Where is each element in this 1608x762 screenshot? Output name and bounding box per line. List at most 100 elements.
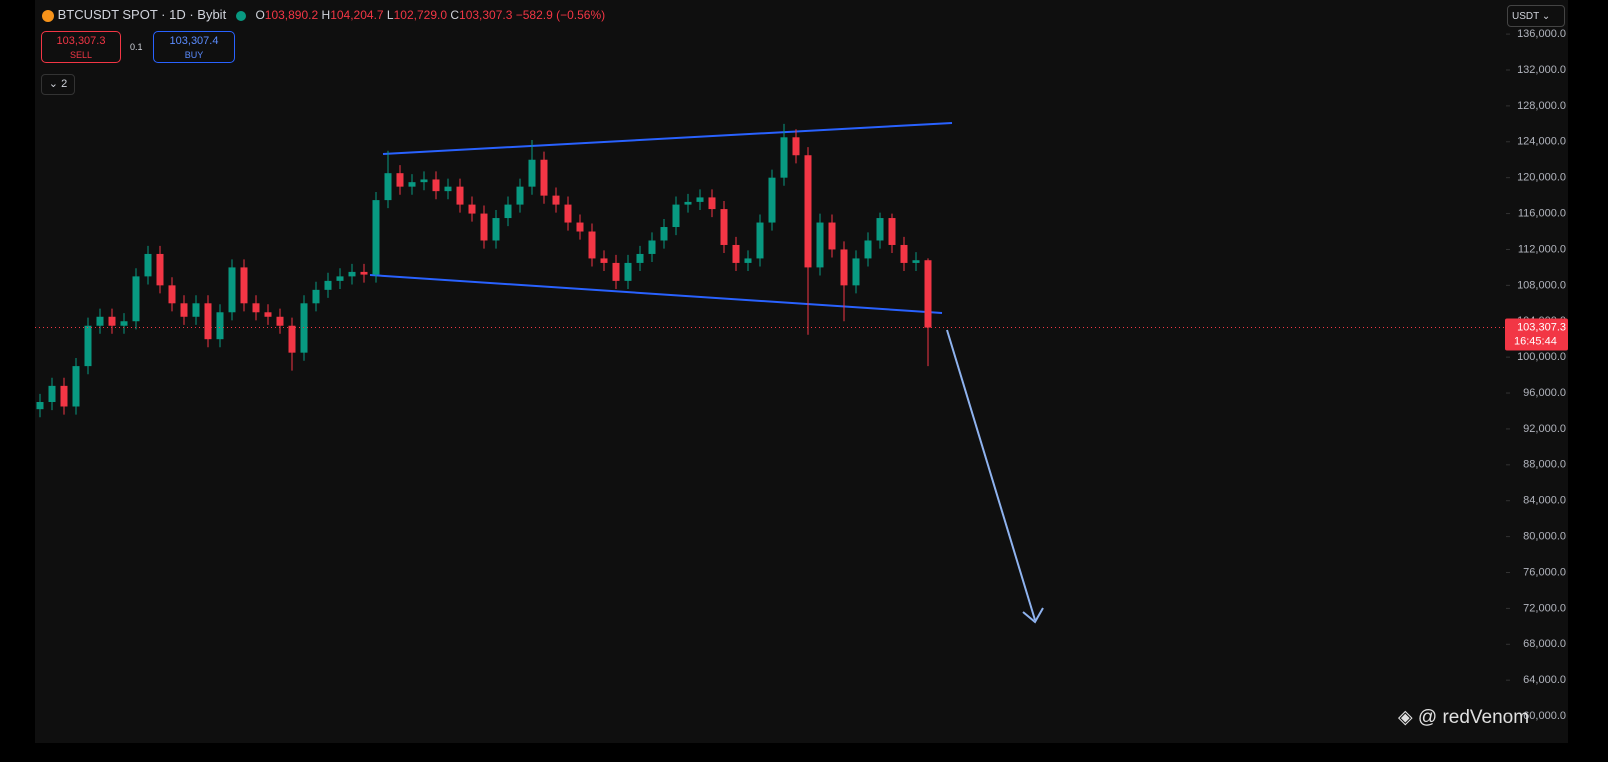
candle-body <box>288 325 296 353</box>
candle-body <box>456 186 464 205</box>
currency: USDT <box>1512 11 1540 22</box>
candle-body <box>720 209 728 245</box>
candle-body <box>876 218 884 241</box>
y-tick-label: 136,000.0 <box>1517 28 1566 40</box>
candle-body <box>696 197 704 202</box>
y-tick-label: 116,000.0 <box>1518 207 1566 219</box>
candle-body <box>120 321 128 326</box>
l-value: 102,729.0 <box>393 8 447 22</box>
candle-body <box>516 186 524 205</box>
indicators-count: 2 <box>61 78 68 90</box>
candle-body <box>612 262 620 281</box>
candle-body <box>372 200 380 275</box>
candle-body <box>660 227 668 241</box>
candle-body <box>36 402 44 410</box>
sell-price: 103,307.3 <box>56 35 106 47</box>
candle-body <box>900 244 908 263</box>
candle-body <box>216 312 224 340</box>
candle-body <box>324 280 332 290</box>
sell-label: SELL <box>69 50 93 60</box>
candle-body <box>468 204 476 214</box>
candle-body <box>132 276 140 322</box>
lower-trendline <box>369 274 943 314</box>
change: −582.9 (−0.56%) <box>515 8 606 22</box>
y-tick-label: 124,000.0 <box>1517 136 1566 148</box>
candle-body <box>312 289 320 304</box>
market-status <box>235 10 246 21</box>
candle-body <box>240 267 248 304</box>
candle-body <box>96 316 104 326</box>
candle-body <box>228 267 236 313</box>
candle-body <box>360 271 368 275</box>
countdown: 16:45:44 <box>1514 335 1557 347</box>
candle-body <box>780 137 788 178</box>
candle-body <box>396 173 404 187</box>
candle-body <box>648 240 656 254</box>
currency-select[interactable]: USDT ⌄ <box>1507 5 1565 27</box>
c-label: C <box>450 8 460 22</box>
buy-button[interactable]: 103,307.4 BUY <box>153 31 235 63</box>
y-tick-label: 80,000.0 <box>1523 531 1566 543</box>
h-value: 104,204.7 <box>330 8 384 22</box>
candle-body <box>624 262 632 281</box>
candle-body <box>828 222 836 250</box>
sell-button[interactable]: 103,307.3 SELL <box>41 31 121 63</box>
candle-body <box>912 260 920 263</box>
watermark-text: @ redVenom <box>1417 707 1530 728</box>
candle-body <box>852 258 860 286</box>
candle-body <box>864 240 872 259</box>
buy-label: BUY <box>184 50 204 60</box>
candle-body <box>504 204 512 219</box>
candle-body <box>180 303 188 317</box>
candle-body <box>48 385 56 403</box>
legend-row: BTCUSDT SPOT · 1D · Bybit O103,890.2 H10… <box>42 7 605 22</box>
buy-price: 103,307.4 <box>169 35 219 47</box>
y-tick-label: 92,000.0 <box>1523 423 1566 435</box>
y-tick-label: 128,000.0 <box>1517 100 1566 112</box>
candle-body <box>276 316 284 326</box>
candle-body <box>384 173 392 201</box>
y-tick-label: 76,000.0 <box>1523 566 1566 578</box>
candle-body <box>84 325 92 367</box>
candle-body <box>552 195 560 205</box>
candle-body <box>252 303 260 313</box>
candle-body <box>156 253 164 286</box>
y-tick-label: 88,000.0 <box>1523 459 1566 471</box>
o-label: O <box>255 8 265 22</box>
y-tick-label: 84,000.0 <box>1523 495 1566 507</box>
candle-body <box>264 312 272 317</box>
candle-body <box>600 258 608 263</box>
last-price-tag <box>1505 318 1568 351</box>
o-value: 103,890.2 <box>264 8 319 22</box>
candle-body <box>576 222 584 232</box>
symbol-title[interactable]: BTCUSDT SPOT · 1D · Bybit <box>57 7 227 22</box>
quantity: 0.1 <box>130 42 143 52</box>
y-tick-label: 60,000.0 <box>1523 710 1566 722</box>
candle-body <box>684 201 692 205</box>
candle-body <box>300 303 308 353</box>
candle-body <box>408 182 416 187</box>
candle-body <box>840 249 848 286</box>
y-tick-label: 96,000.0 <box>1523 387 1566 399</box>
last-price-label: 103,307.3 <box>1517 321 1566 333</box>
candle-body <box>144 253 152 277</box>
y-tick-label: 68,000.0 <box>1523 638 1566 650</box>
candle-body <box>168 285 176 304</box>
y-tick-label: 132,000.0 <box>1517 64 1566 76</box>
candle-body <box>804 155 812 268</box>
candle-body <box>768 177 776 223</box>
candle-body <box>336 276 344 281</box>
candle-body <box>192 303 200 317</box>
candle-body <box>588 231 596 259</box>
candle-body <box>816 222 824 268</box>
coin-icon <box>42 9 54 22</box>
candle-body <box>432 179 440 192</box>
y-tick-label: 100,000.0 <box>1517 351 1566 363</box>
candle-body <box>480 213 488 241</box>
h-label: H <box>321 8 331 22</box>
indicators-toggle[interactable]: ⌄ 2 <box>41 74 75 95</box>
y-tick-label: 64,000.0 <box>1523 674 1566 686</box>
candle-body <box>744 258 752 263</box>
